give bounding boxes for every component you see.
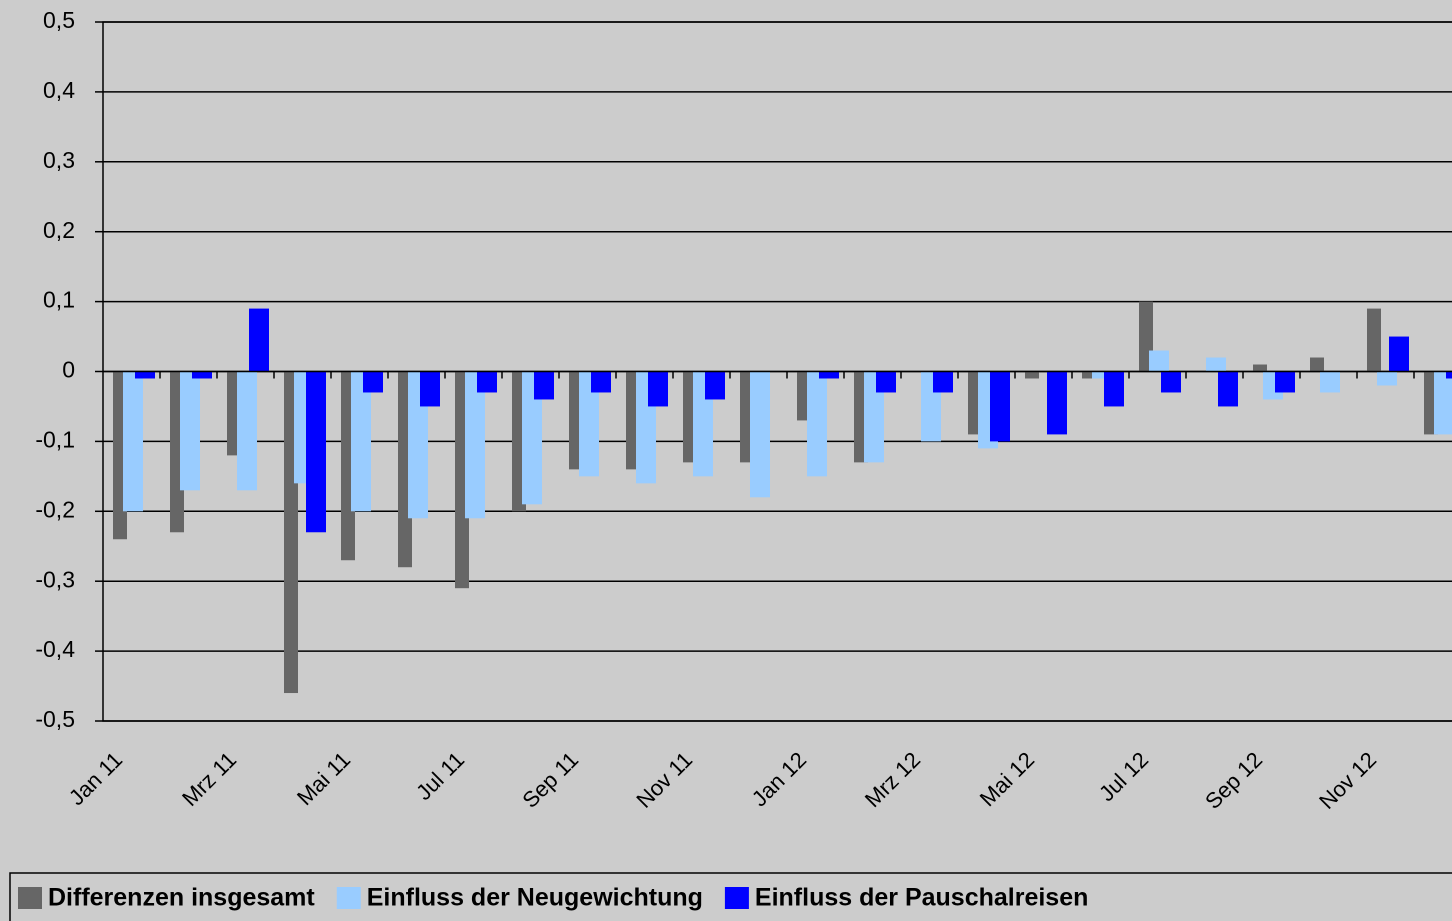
bar	[1092, 371, 1112, 379]
bar	[1367, 308, 1381, 372]
legend-swatch	[18, 887, 42, 909]
bar	[1310, 357, 1324, 372]
bar	[477, 371, 497, 393]
legend-label: Differenzen insgesamt	[48, 884, 315, 912]
bar	[192, 371, 212, 379]
x-tick-label: Jan 11	[64, 747, 127, 810]
bar	[1149, 350, 1169, 372]
bar	[1218, 371, 1238, 407]
y-tick-label: -0,4	[35, 636, 75, 662]
legend-swatch	[336, 887, 361, 909]
bar	[579, 371, 599, 477]
bar	[1377, 371, 1397, 386]
bar	[534, 371, 554, 400]
bar	[1161, 371, 1181, 393]
bar	[123, 371, 143, 512]
bar	[705, 371, 725, 400]
bar	[1320, 371, 1340, 393]
bar	[351, 371, 371, 512]
x-tick-label: Mrz 11	[177, 747, 241, 811]
bar	[363, 371, 383, 393]
x-tick-label: Jul 11	[411, 747, 469, 805]
legend-swatch	[724, 887, 749, 909]
bar	[864, 371, 884, 463]
y-tick-label: 0,5	[43, 7, 75, 33]
bar	[237, 371, 257, 491]
bar	[135, 371, 155, 379]
y-tick-label: -0,5	[35, 706, 75, 732]
bar	[1047, 371, 1067, 435]
bar	[648, 371, 668, 407]
bar	[876, 371, 896, 393]
legend-label: Einfluss der Neugewichtung	[367, 884, 703, 912]
bar	[1434, 371, 1452, 435]
bar	[408, 371, 428, 519]
bar	[180, 371, 200, 491]
bar	[990, 371, 1010, 442]
y-tick-label: -0,1	[35, 426, 75, 452]
y-tick-label: -0,3	[35, 566, 75, 592]
bar	[522, 371, 542, 505]
bar	[933, 371, 953, 393]
bar	[807, 371, 827, 477]
x-tick-label: Sep 12	[1200, 747, 1267, 814]
bar	[1082, 371, 1096, 379]
y-tick-label: 0,3	[43, 147, 75, 173]
bar	[1253, 364, 1267, 372]
bar	[750, 371, 770, 498]
x-tick-label: Nov 12	[1314, 747, 1381, 814]
bar	[1206, 357, 1226, 372]
bar	[1104, 371, 1124, 407]
bar	[1025, 371, 1039, 379]
legend-label: Einfluss der Pauschalreisen	[755, 884, 1088, 912]
x-tick-label: Jul 12	[1094, 747, 1153, 806]
x-tick-label: Sep 11	[517, 747, 583, 813]
bar	[420, 371, 440, 407]
bar	[819, 371, 839, 379]
x-tick-label: Jan 12	[747, 747, 811, 811]
y-tick-label: 0,2	[43, 217, 75, 243]
bar	[249, 308, 269, 372]
bar	[465, 371, 485, 519]
y-tick-label: 0,1	[43, 287, 75, 313]
x-tick-label: Nov 11	[631, 747, 697, 813]
bar	[591, 371, 611, 393]
y-tick-label: -0,2	[35, 496, 75, 522]
bar	[1446, 371, 1452, 379]
bar	[1389, 336, 1409, 372]
bar	[306, 371, 326, 533]
y-tick-label: 0	[62, 357, 75, 383]
x-tick-label: Mai 11	[292, 747, 355, 810]
bar	[1275, 371, 1295, 393]
y-tick-label: 0,4	[43, 77, 75, 103]
x-tick-label: Mrz 12	[860, 747, 925, 812]
x-tick-label: Mai 12	[975, 747, 1039, 811]
